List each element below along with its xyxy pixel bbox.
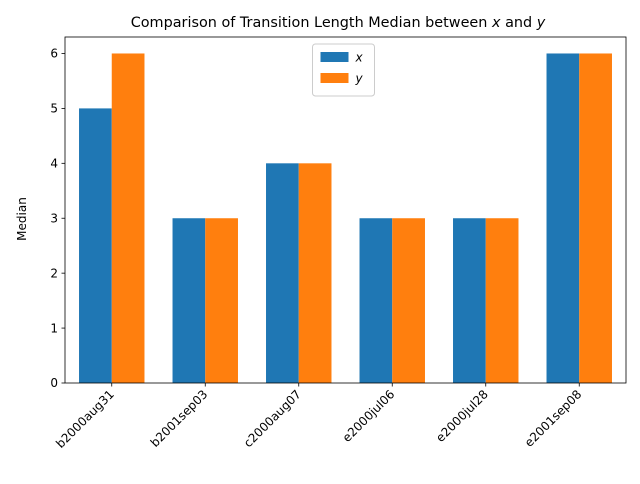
x-tick-label: b2001sep03 [148, 387, 211, 450]
bar-x-c2000aug07 [266, 163, 299, 383]
bar-y-c2000aug07 [298, 163, 332, 383]
bars-layer [79, 53, 612, 384]
bar-x-b2001sep03 [172, 218, 206, 383]
legend-swatch-x [320, 52, 349, 62]
bar-y-b2000aug31 [111, 53, 145, 383]
y-tick-label: 0 [50, 376, 58, 390]
legend-frame [312, 43, 375, 97]
bar-y-e2000jul06 [392, 218, 425, 383]
bar-y-e2001sep08 [579, 53, 612, 383]
legend-swatch-y [320, 73, 349, 83]
y-tick-label: 5 [50, 102, 58, 116]
y-tick-label: 2 [50, 266, 58, 280]
y-tick-label: 1 [50, 321, 58, 335]
y-tick-label: 3 [50, 211, 58, 225]
plot-frame [64, 36, 627, 384]
bar-x-e2000jul28 [453, 218, 486, 383]
x-tick-label: e2000jul06 [340, 387, 398, 445]
chart-title-part: x [491, 15, 501, 31]
x-tick-label: c2000aug07 [241, 387, 304, 450]
x-tick-label: e2001sep08 [522, 387, 585, 450]
bar-x-e2000jul06 [359, 218, 393, 383]
chart-title-part: Comparison of Transition Length Median b… [131, 15, 492, 31]
bar-y-e2000jul28 [485, 218, 519, 383]
x-tick-label: b2000aug31 [53, 387, 117, 451]
chart-title-part: y [536, 15, 546, 31]
bar-x-b2000aug31 [79, 108, 112, 384]
bar-y-b2001sep03 [205, 218, 238, 383]
chart-title-part: and [501, 15, 537, 31]
y-tick-label: 6 [50, 47, 58, 61]
legend-label-x: x [355, 51, 364, 65]
y-tick-label: 4 [50, 157, 58, 171]
bar-x-e2001sep08 [546, 53, 580, 383]
x-tick-label: e2000jul28 [433, 387, 491, 445]
chart-title: Comparison of Transition Length Median b… [131, 15, 546, 31]
legend: xy [312, 43, 375, 97]
legend-label-y: y [355, 72, 364, 86]
y-axis-label: Median [15, 197, 29, 241]
